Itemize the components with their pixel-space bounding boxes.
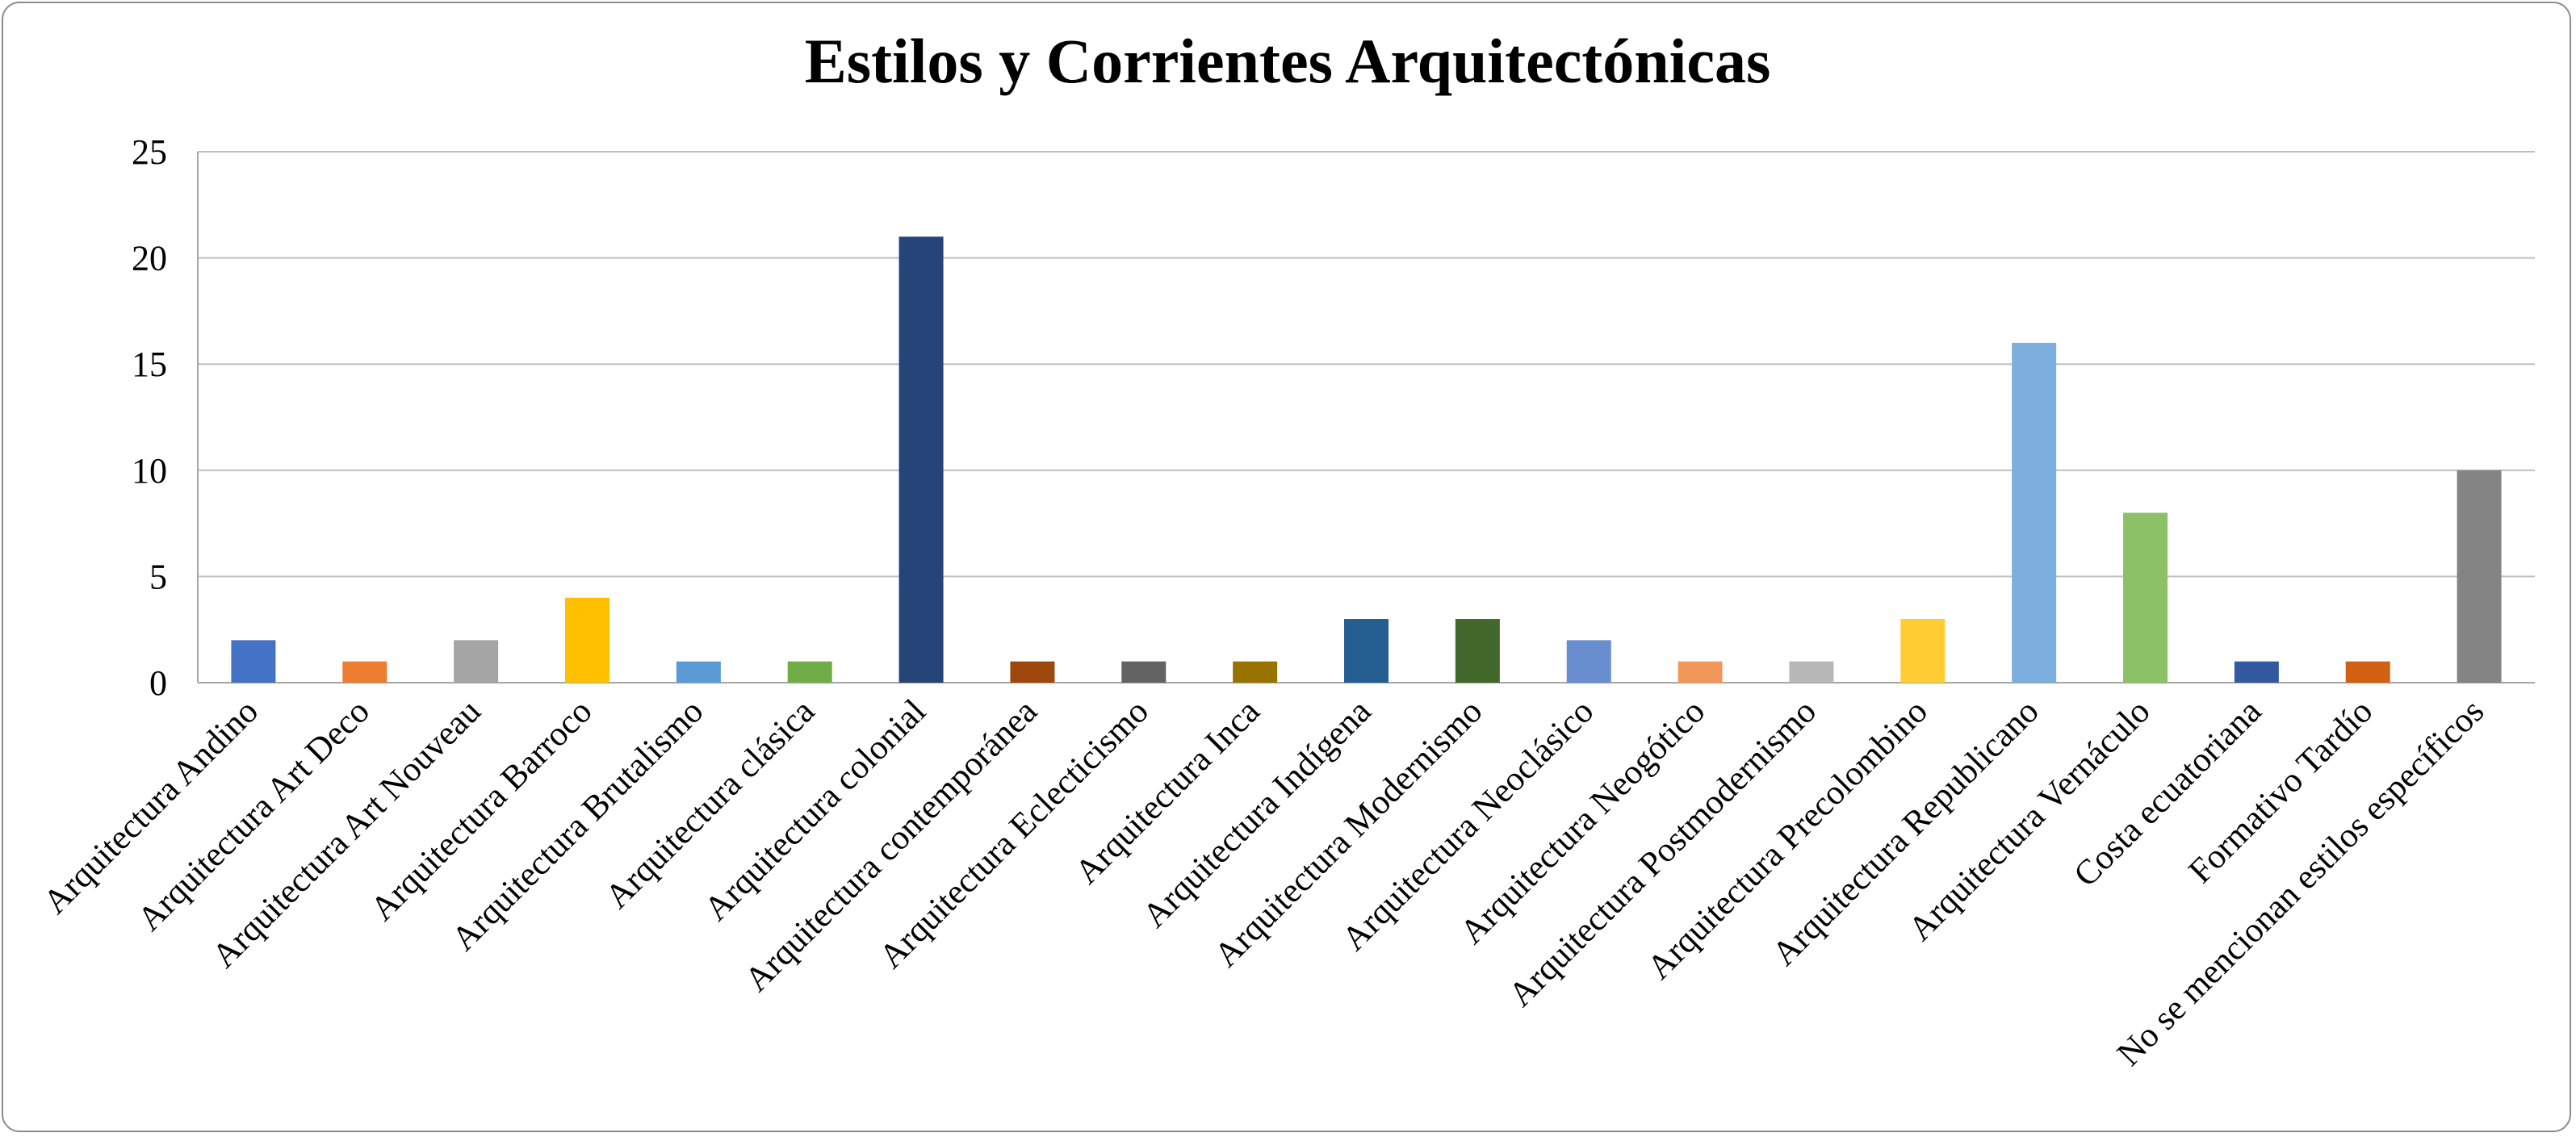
bar: [1789, 661, 1834, 683]
bar: [2345, 661, 2390, 683]
x-tick-label: Arquitectura Inca: [1068, 692, 1267, 892]
bar: [2012, 342, 2057, 683]
x-tick-label: Arquitectura Andino: [36, 692, 266, 922]
bar: [1566, 640, 1611, 683]
bar: [1121, 661, 1167, 683]
chart-title: Estilos y Corrientes Arquitectónicas: [805, 26, 1771, 96]
gridlines: [198, 151, 2535, 578]
bar: [454, 640, 499, 683]
bars: [231, 236, 2502, 683]
bar: [898, 236, 944, 683]
x-tick-label: Arquitectura colonial: [697, 692, 933, 928]
bar: [1455, 619, 1500, 683]
y-axis-tick-labels: 0 5 10 15 20 25: [132, 132, 167, 703]
y-tick-label: 15: [132, 345, 167, 384]
y-tick-label: 5: [149, 557, 167, 596]
bar: [231, 640, 276, 683]
x-tick-label: Arquitectura clásica: [598, 692, 822, 916]
bar: [1344, 619, 1389, 683]
y-tick-label: 25: [132, 132, 167, 172]
bar: [2457, 470, 2502, 683]
bar: [2123, 512, 2168, 683]
bar: [565, 597, 609, 683]
x-tick-label: Costa ecuatoriana: [2067, 692, 2268, 894]
bar: [787, 661, 832, 683]
x-tick-label: Arquitectura Barroco: [363, 692, 599, 928]
bar: [1010, 661, 1055, 683]
bar: [1678, 661, 1723, 683]
bar: [342, 661, 387, 683]
bar: [676, 661, 721, 683]
y-tick-label: 0: [149, 663, 167, 703]
y-tick-label: 10: [132, 451, 167, 491]
bar: [1900, 619, 1946, 683]
bar: [1233, 661, 1278, 683]
axes: [197, 152, 2535, 683]
bar: [2234, 661, 2279, 683]
y-tick-label: 20: [132, 239, 167, 278]
